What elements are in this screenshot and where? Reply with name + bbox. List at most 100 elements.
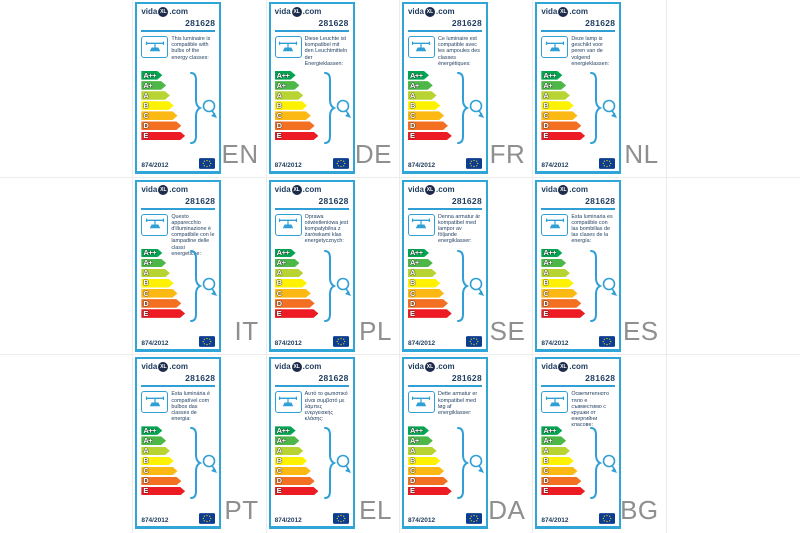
energy-class-letter: C bbox=[276, 110, 282, 120]
energy-label-tile[interactable]: vida XL .com 281628 Ce luminaire est com… bbox=[400, 0, 532, 177]
energy-class-arrow: D bbox=[141, 477, 181, 486]
energy-class-arrow: E bbox=[275, 309, 319, 318]
regulation-number: 874/2012 bbox=[141, 517, 169, 525]
logo-text-com: .com bbox=[302, 184, 322, 194]
energy-label-tile[interactable]: vida XL .com 281628 Αυτό το φωτιστικό εί… bbox=[267, 355, 399, 533]
logo-text-vida: vida bbox=[141, 184, 158, 194]
logo-xl-badge: XL bbox=[558, 7, 569, 17]
energy-label-card: vida XL .com 281628 Αυτό το φωτιστικό εί… bbox=[268, 357, 355, 530]
language-code: PT bbox=[224, 495, 259, 525]
energy-label-tile[interactable]: vida XL .com 281628 Questo apparecchio d… bbox=[133, 178, 265, 355]
energy-class-arrow: D bbox=[541, 477, 581, 486]
energy-class-letter: C bbox=[143, 466, 149, 476]
energy-class-arrow: A bbox=[275, 91, 304, 100]
energy-class-arrow: A bbox=[408, 269, 437, 278]
energy-label-tile[interactable]: vida XL .com 281628 Diese Leuchte ist ko… bbox=[267, 0, 399, 177]
energy-label-tile[interactable]: vida XL .com 281628 Esta luminaria es co… bbox=[533, 178, 665, 355]
energy-label-tile[interactable]: vida XL .com 281628 Denna armatur är kom… bbox=[400, 178, 532, 355]
ceiling-lamp-icon bbox=[407, 391, 435, 414]
logo-text-vida: vida bbox=[141, 7, 158, 16]
energy-class-arrow: A+ bbox=[541, 259, 566, 268]
grid-cell bbox=[0, 177, 134, 356]
energy-class-letter: B bbox=[409, 456, 415, 466]
energy-class-letter: A+ bbox=[276, 258, 286, 268]
language-code: NL bbox=[624, 138, 659, 169]
energy-class-arrow: A++ bbox=[541, 71, 562, 80]
product-code: 281628 bbox=[451, 195, 482, 206]
energy-class-arrow: A+ bbox=[141, 259, 166, 268]
energy-class-arrow: D bbox=[408, 477, 448, 486]
energy-label-card: vida XL .com 281628 Осветителното тяло е… bbox=[535, 357, 622, 530]
energy-class-letter: B bbox=[143, 278, 149, 288]
logo-text-com: .com bbox=[436, 184, 455, 194]
energy-class-arrow: E bbox=[541, 132, 585, 141]
energy-class-letter: E bbox=[409, 131, 415, 141]
ceiling-lamp-icon bbox=[541, 36, 569, 58]
energy-class-letter: D bbox=[276, 476, 282, 486]
label-footer: 874/2012 bbox=[141, 335, 216, 347]
brace-and-bulb-icon bbox=[323, 249, 351, 322]
energy-class-letter: A bbox=[276, 446, 282, 456]
eu-flag-icon bbox=[199, 158, 216, 169]
energy-class-arrow: E bbox=[141, 309, 185, 318]
energy-class-letter: A+ bbox=[543, 258, 553, 268]
energy-class-letter: D bbox=[276, 298, 282, 308]
energy-class-arrow: B bbox=[541, 101, 573, 110]
brace-and-bulb-icon bbox=[323, 72, 351, 144]
energy-class-letter: D bbox=[143, 121, 149, 131]
energy-label-card: vida XL .com 281628 Esta luminária é com… bbox=[135, 357, 222, 530]
regulation-number: 874/2012 bbox=[274, 517, 302, 525]
energy-label-tile[interactable]: vida XL .com 281628 Deze lamp is geschik… bbox=[533, 0, 665, 177]
compatibility-text: Esta luminaria es compatible con las bom… bbox=[571, 213, 613, 245]
energy-scale-area: A++ A+ A B C D E bbox=[408, 248, 484, 336]
energy-class-letter: A bbox=[276, 268, 282, 278]
language-code: EN bbox=[221, 138, 259, 169]
energy-class-arrow: A bbox=[275, 447, 304, 456]
energy-label-tile[interactable]: vida XL .com 281628 This luminaire is co… bbox=[133, 0, 265, 177]
energy-class-letter: B bbox=[276, 100, 282, 110]
energy-class-scale: A++ A+ A B C D E bbox=[541, 425, 615, 495]
logo-text-vida: vida bbox=[407, 7, 424, 16]
energy-class-arrow: A bbox=[141, 91, 170, 100]
energy-class-arrow: B bbox=[541, 279, 573, 288]
energy-class-letter: A bbox=[143, 90, 149, 100]
logo-text-com: .com bbox=[569, 362, 589, 372]
energy-class-letter: A+ bbox=[276, 80, 286, 90]
grid-cell: vida XL .com 281628 This luminaire is co… bbox=[133, 0, 267, 178]
energy-class-letter: D bbox=[409, 476, 415, 486]
grid-cell: vida XL .com 281628 Esta luminária é com… bbox=[133, 355, 267, 533]
energy-class-arrow: A bbox=[275, 269, 304, 278]
language-code: PL bbox=[359, 316, 392, 347]
grid-cell bbox=[0, 355, 134, 533]
energy-label-card: vida XL .com 281628 Ce luminaire est com… bbox=[401, 2, 488, 174]
compatibility-row: Осветителното тяло е съвместимо с крушки… bbox=[541, 391, 615, 428]
compatibility-text: Ce luminaire est compatible avec les amp… bbox=[437, 36, 480, 67]
logo-xl-badge: XL bbox=[291, 184, 302, 195]
energy-label-tile[interactable]: vida XL .com 281628 Осветителното тяло е… bbox=[533, 355, 665, 533]
energy-class-arrow: B bbox=[275, 457, 307, 466]
energy-class-arrow: D bbox=[275, 477, 315, 486]
compatibility-row: Questo apparecchio d'illuminazione è com… bbox=[141, 213, 215, 257]
energy-class-letter: A++ bbox=[543, 248, 557, 258]
energy-class-letter: A++ bbox=[143, 248, 157, 258]
energy-label-tile[interactable]: vida XL .com 281628 Oprawa oświetleniowa… bbox=[267, 178, 399, 355]
divider-line bbox=[141, 30, 216, 32]
energy-class-arrow: A++ bbox=[141, 71, 162, 80]
energy-scale-area: A++ A+ A B C D E bbox=[141, 248, 218, 336]
energy-class-arrow: B bbox=[408, 279, 440, 288]
language-code: BG bbox=[620, 495, 659, 525]
energy-class-letter: C bbox=[409, 288, 415, 298]
energy-class-scale: A++ A+ A B C D E bbox=[141, 425, 215, 495]
language-code: ES bbox=[622, 316, 659, 347]
energy-class-arrow: A bbox=[408, 91, 437, 100]
divider-line bbox=[541, 207, 616, 210]
energy-class-letter: D bbox=[143, 476, 149, 486]
logo-text-vida: vida bbox=[141, 362, 158, 372]
compatibility-row: Αυτό το φωτιστικό είναι συμβατό με λάμπε… bbox=[274, 391, 349, 425]
energy-class-letter: A+ bbox=[409, 435, 419, 445]
energy-label-tile[interactable]: vida XL .com 281628 Dette armatur er kom… bbox=[400, 355, 532, 533]
divider-line bbox=[141, 207, 216, 210]
ceiling-lamp-icon bbox=[541, 391, 569, 414]
energy-label-tile[interactable]: vida XL .com 281628 Esta luminária é com… bbox=[133, 355, 265, 533]
